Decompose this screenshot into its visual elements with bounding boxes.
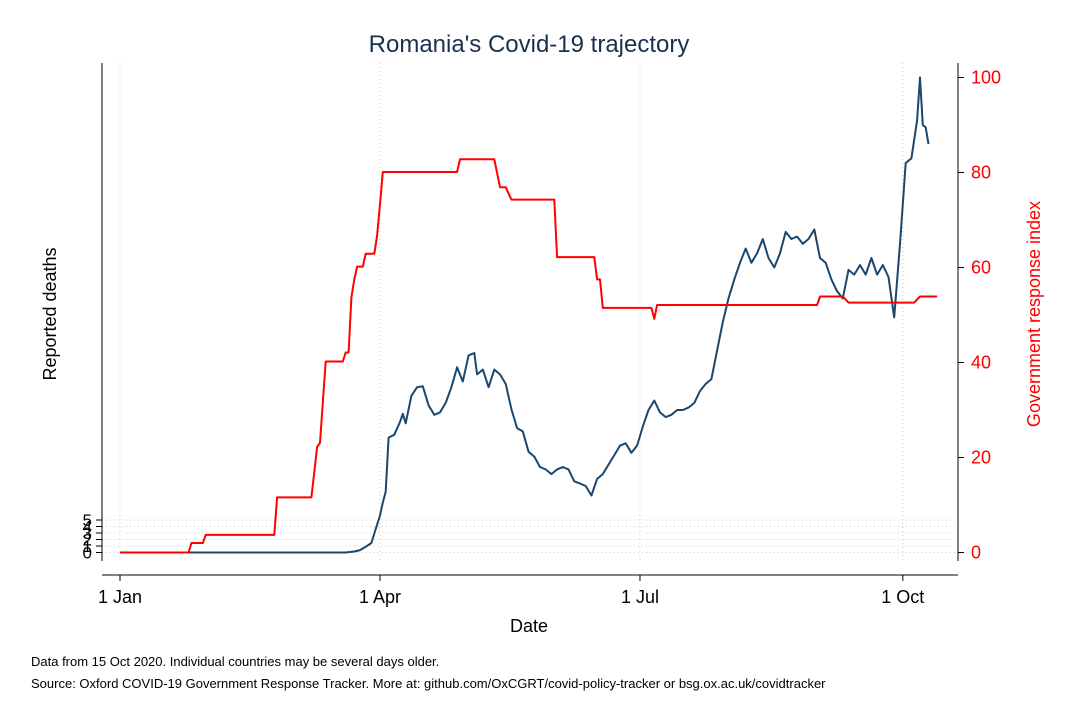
y-left-tick-label: 2 (83, 531, 92, 550)
chart: Romania's Covid-19 trajectory 1 Jan 1 Apr… (40, 31, 1044, 636)
y-left-tick-label: 1 (83, 537, 92, 556)
response-index-line (120, 158, 938, 554)
y-left-tick-label: 0 (83, 544, 92, 563)
y-axis-right-title: Government response index (1024, 201, 1044, 427)
deaths-line (120, 76, 930, 554)
y-right-tick-label: 80 (971, 163, 991, 183)
y-right-tick-label: 100 (971, 68, 1001, 88)
grid-lines (102, 63, 958, 561)
x-tick-label: 1 Oct (881, 587, 924, 607)
source-note: Source: Oxford COVID-19 Government Respo… (31, 676, 826, 691)
y-axis-left-title: Reported deaths (40, 247, 60, 380)
x-tick-label: 1 Apr (359, 587, 401, 607)
y-right-tick-label: 20 (971, 448, 991, 468)
data-note: Data from 15 Oct 2020. Individual countr… (31, 654, 440, 669)
chart-notes: Data from 15 Oct 2020. Individual countr… (31, 654, 826, 698)
y-right-tick-label: 60 (971, 258, 991, 278)
x-tick-label: 1 Jul (621, 587, 659, 607)
y-left-tick-label: 5 (83, 511, 92, 530)
y-right-tick-label: 40 (971, 353, 991, 373)
y-left-tick-label: 4 (83, 518, 92, 537)
y-right-tick-label: 0 (971, 543, 981, 563)
x-tick-label: 1 Jan (98, 587, 142, 607)
series-lines (120, 76, 938, 554)
y-left-tick-label: 3 (83, 524, 92, 543)
chart-title: Romania's Covid-19 trajectory (369, 31, 690, 58)
x-axis-title: Date (510, 616, 548, 636)
